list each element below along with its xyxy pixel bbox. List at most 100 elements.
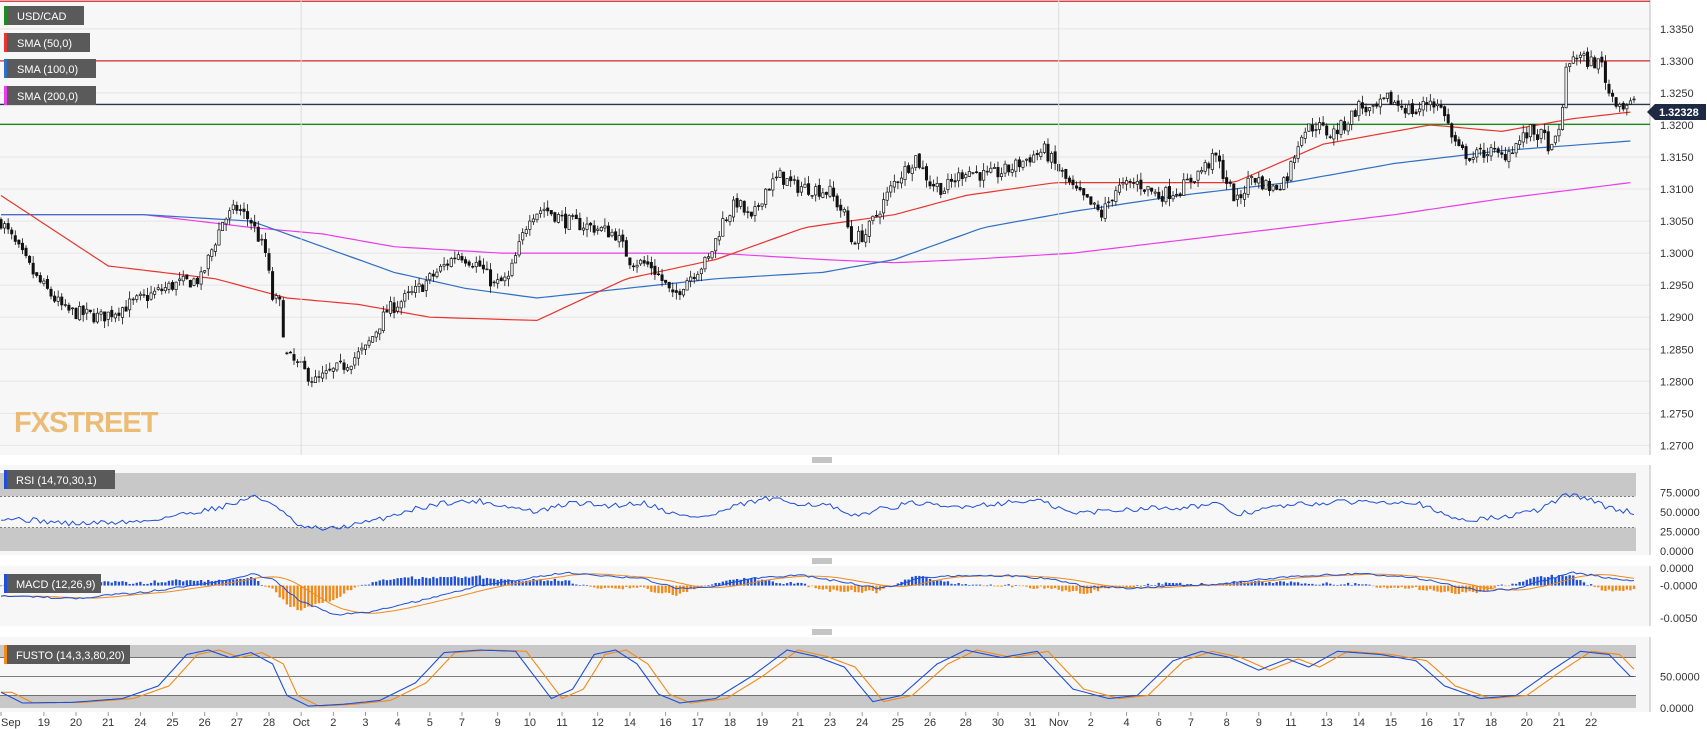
macd-hist-bar-pos [196, 580, 199, 586]
macd-hist-bar-neg [1436, 585, 1439, 592]
macd-hist-bar-neg [1504, 585, 1507, 587]
macd-hist-bar-neg [596, 585, 599, 589]
macd-hist-bar-pos [467, 577, 471, 586]
candle-down [796, 179, 800, 193]
candle-down [671, 289, 675, 293]
candle-up [596, 228, 600, 231]
candle-down [1100, 209, 1104, 218]
macd-hist-bar-pos [1264, 582, 1268, 586]
macd-hist-bar-pos [1268, 581, 1271, 586]
last-price-tag-bg [1647, 104, 1706, 120]
macd-hist-bar-neg [643, 585, 646, 588]
legend-sma50[interactable]: SMA (50,0) [4, 33, 90, 52]
macd-hist-bar-neg [267, 585, 271, 588]
macd-hist-bar-pos [896, 583, 900, 586]
candle-down [1353, 110, 1357, 117]
candle-up [1339, 120, 1343, 135]
candle-up [1571, 56, 1575, 64]
price-y-tick: 1.3350 [1660, 24, 1694, 36]
macd-hist-bar-neg [1632, 585, 1636, 590]
macd-hist-bar-pos [989, 584, 992, 586]
candle-up [1393, 101, 1397, 105]
candle-up [1010, 169, 1014, 173]
macd-hist-bar-pos [707, 585, 710, 586]
candle-up [1153, 191, 1157, 194]
macd-hist-bar-pos [914, 575, 917, 586]
candle-down [1439, 104, 1443, 108]
candle-up [331, 367, 335, 372]
macd-hist-bar-pos [392, 579, 396, 586]
candle-up [1257, 177, 1261, 184]
candle-down [1546, 131, 1550, 152]
legend-rsi[interactable]: RSI (14,70,30,1) [4, 470, 115, 489]
candle-down [664, 279, 668, 283]
macd-hist-bar-pos [1543, 577, 1546, 586]
candle-down [303, 360, 307, 370]
candle-down [60, 296, 64, 306]
panel-splitters[interactable] [812, 457, 832, 635]
fusto-d-line [1, 649, 1635, 707]
candle-up [899, 177, 903, 184]
candle-up [1385, 92, 1389, 99]
macd-hist-bar-neg [274, 585, 278, 593]
candle-down [1343, 121, 1347, 131]
candle-down [846, 210, 850, 228]
candle-up [1564, 66, 1568, 109]
macd-hist-bar-pos [114, 580, 117, 586]
candle-up [732, 199, 736, 218]
candle-up [1568, 63, 1572, 67]
macd-hist-bar-neg [871, 585, 875, 591]
candle-up [1407, 104, 1411, 115]
macd-hist-bar-pos [199, 580, 203, 586]
legend-usdcad[interactable]: USD/CAD [4, 6, 84, 25]
macd-hist-bar-neg [607, 585, 610, 588]
macd-hist-bar-neg [1061, 585, 1064, 592]
candle-up [903, 166, 907, 180]
legend-macd[interactable]: MACD (12,26,9) [4, 574, 101, 593]
candle-down [1496, 148, 1500, 153]
macd-hist-bar-pos [400, 578, 403, 586]
candle-down [1503, 154, 1507, 161]
macd-hist-bar-neg [1379, 585, 1382, 588]
candle-up [760, 203, 764, 207]
macd-hist-bar-neg [646, 585, 649, 589]
candle-down [421, 284, 425, 292]
macd-hist-bar-pos [567, 580, 571, 586]
candle-down [621, 234, 625, 242]
macd-hist-bar-pos [485, 577, 489, 586]
macd-hist-bar-pos [1293, 582, 1296, 586]
fusto-oversold-band [0, 695, 1636, 708]
macd-hist-bar-pos [532, 578, 535, 586]
candle-up [131, 298, 135, 301]
candle-up [378, 328, 382, 335]
legend-fusto[interactable]: FUSTO (14,3,3,80,20) [4, 645, 130, 664]
candle-up [1507, 150, 1511, 162]
legend-sma100[interactable]: SMA (100,0) [4, 59, 96, 78]
macd-hist-bar-pos [503, 579, 506, 586]
macd-hist-bar-pos [1532, 577, 1536, 586]
candle-up [1000, 173, 1004, 177]
candle-down [1425, 102, 1429, 105]
x-tick-label: 10 [524, 717, 536, 729]
macd-hist-bar-pos [746, 578, 749, 586]
candle-up [1471, 157, 1475, 160]
legend-sma200[interactable]: SMA (200,0) [4, 86, 96, 105]
candle-down [874, 214, 878, 217]
candle-down [564, 213, 568, 229]
candle-down [242, 208, 246, 212]
rsi-panel: 75.0000 50.0000 25.0000 0.0000 [0, 465, 1700, 558]
macd-hist-bar-neg [1618, 585, 1621, 591]
candle-down [296, 361, 300, 363]
x-tick-label: 4 [395, 717, 401, 729]
candle-up [771, 178, 775, 191]
candle-up [721, 218, 725, 237]
macd-hist-bar-pos [528, 580, 532, 586]
price-y-tick: 1.2750 [1660, 408, 1694, 420]
candle-up [135, 295, 139, 300]
candle-up [167, 282, 171, 290]
candle-down [1468, 158, 1472, 161]
macd-hist-bar-pos [457, 577, 460, 586]
candle-up [635, 264, 639, 268]
macd-hist-bar-pos [782, 584, 785, 586]
candle-up [221, 221, 225, 231]
